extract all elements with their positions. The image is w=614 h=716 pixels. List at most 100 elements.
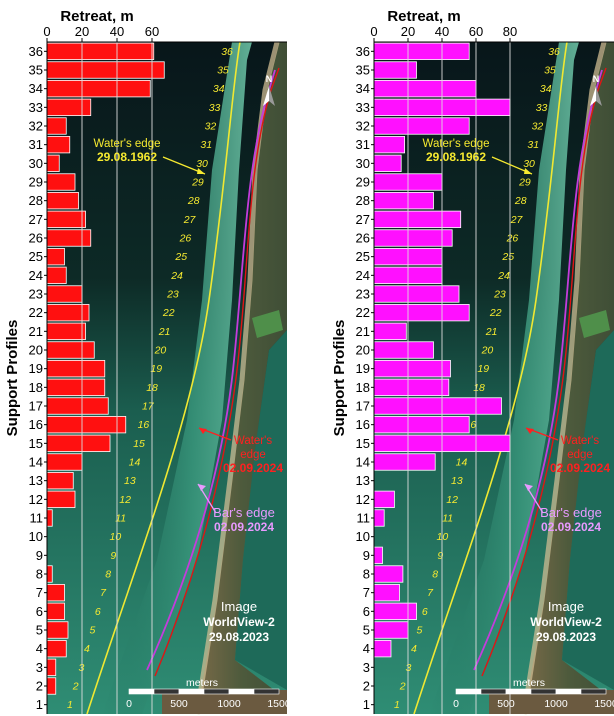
y-tick-label: 32 <box>356 119 370 134</box>
y-tick-label: 30 <box>356 156 370 171</box>
coast-profile-label: 36 <box>221 46 233 58</box>
x-tick-label: 60 <box>145 24 159 39</box>
y-tick-label: 17 <box>29 399 43 414</box>
bar-profile-6 <box>373 602 417 620</box>
y-tick-label: 18 <box>356 380 370 395</box>
coast-profile-label: 14 <box>129 457 141 469</box>
y-tick-label: 1 <box>363 697 370 712</box>
coast-profile-label: 22 <box>489 307 502 319</box>
x-tick-label: 40 <box>110 24 124 39</box>
bar-profile-17 <box>373 397 502 415</box>
bar-profile-3 <box>46 658 57 676</box>
coast-profile-label: 24 <box>170 270 183 282</box>
coast-profile-label: 26 <box>506 233 519 245</box>
water-edge-2024-line <box>481 67 607 677</box>
scale-label: meters <box>186 677 218 689</box>
y-tick-label: 21 <box>356 324 370 339</box>
coast-profile-label: 34 <box>540 83 552 95</box>
water-edge-1962-line <box>413 41 568 715</box>
coast-profile-label: 7 <box>100 587 107 599</box>
y-tick-label: 20 <box>29 343 43 358</box>
coast-profile-label: 7 <box>427 587 434 599</box>
bar-profile-35 <box>373 61 417 79</box>
water-edge-1962-date: 29.08.1962 <box>426 150 486 164</box>
coast-profile-label: 29 <box>518 177 531 189</box>
x-tick-label: 60 <box>469 24 483 39</box>
scale-segment <box>203 688 230 695</box>
y-tick-label: 11 <box>357 511 371 526</box>
coast-profile-label: 33 <box>209 102 221 114</box>
bar-profile-12 <box>46 490 76 508</box>
coast-profile-label: 12 <box>119 494 131 506</box>
north-arrow-icon <box>263 86 269 106</box>
y-tick-label: 5 <box>36 623 43 638</box>
bar-profile-28 <box>46 192 79 210</box>
water-edge-1962-date: 29.08.1962 <box>97 150 157 164</box>
coast-profile-label: 25 <box>501 251 514 263</box>
bar-edge-label: Bar's edge <box>213 505 275 520</box>
coast-profile-label: 1 <box>67 699 73 711</box>
bar-edge-arrowhead <box>198 484 206 491</box>
scale-label: meters <box>513 677 545 689</box>
scale-segment <box>480 688 507 695</box>
y-tick-label: 19 <box>356 361 370 376</box>
scale-segment <box>455 688 482 695</box>
coast-profile-label: 30 <box>196 158 208 170</box>
bar-edge-2024-line <box>146 69 276 671</box>
y-tick-label: 18 <box>29 380 43 395</box>
bar-profile-4 <box>373 640 392 658</box>
bar-profile-32 <box>373 117 470 135</box>
coast-profile-label: 16 <box>465 419 477 431</box>
y-tick-label: 21 <box>29 324 43 339</box>
coast-profile-label: 31 <box>527 139 539 151</box>
coast-profile-label: 12 <box>446 494 458 506</box>
bar-profile-31 <box>373 136 406 154</box>
water-edge-1962-label: Water's edge <box>94 138 161 150</box>
bar-profile-13 <box>46 472 74 490</box>
map-beach <box>194 41 280 715</box>
scale-segment <box>505 688 532 695</box>
scale-tick-label: 0 <box>453 698 459 710</box>
x-tick-label: 40 <box>435 24 449 39</box>
y-tick-label: 3 <box>36 660 43 675</box>
y-tick-label: 14 <box>356 455 370 470</box>
north-label: N <box>266 74 273 84</box>
coast-profile-label: 9 <box>437 550 443 562</box>
coast-profile-label: 11 <box>115 513 126 525</box>
coast-profile-label: 21 <box>485 326 498 338</box>
coast-profile-label: 11 <box>442 513 453 525</box>
coast-profile-label: 32 <box>205 121 217 133</box>
image-label: Image <box>548 599 584 614</box>
bar-profile-11 <box>46 509 53 527</box>
scale-segment <box>530 688 557 695</box>
chart-panel-2: 1234567891011121314151617181920212223242… <box>331 8 614 715</box>
bar-profile-23 <box>46 285 83 303</box>
y-tick-label: 23 <box>29 287 43 302</box>
image-label: Image <box>221 599 257 614</box>
y-tick-label: 15 <box>356 436 370 451</box>
coast-profile-label: 30 <box>523 158 535 170</box>
map-field <box>579 310 610 338</box>
scale-tick-label: 500 <box>170 698 188 710</box>
coast-profile-label: 3 <box>405 662 411 674</box>
bar-edge-date: 02.09.2024 <box>541 520 601 534</box>
y-tick-label: 16 <box>356 417 370 432</box>
y-tick-label: 32 <box>29 119 43 134</box>
image-date: 29.08.2023 <box>209 630 269 644</box>
bar-profile-34 <box>373 80 477 98</box>
water-edge-2024-arrowhead <box>526 428 534 434</box>
map-bay <box>235 330 287 690</box>
coast-profile-label: 13 <box>451 475 463 487</box>
y-tick-label: 30 <box>29 156 43 171</box>
bar-profile-33 <box>46 98 92 116</box>
image-sensor: WorldView-2 <box>203 615 275 629</box>
bar-profile-36 <box>46 42 155 60</box>
bar-profile-20 <box>373 341 434 359</box>
bar-profile-14 <box>373 453 436 471</box>
coast-profile-label: 5 <box>416 625 422 637</box>
y-tick-label: 2 <box>36 679 43 694</box>
bar-profile-26 <box>373 229 453 247</box>
y-tick-label: 12 <box>29 492 43 507</box>
y-tick-label: 2 <box>363 679 370 694</box>
y-tick-label: 35 <box>356 63 370 78</box>
